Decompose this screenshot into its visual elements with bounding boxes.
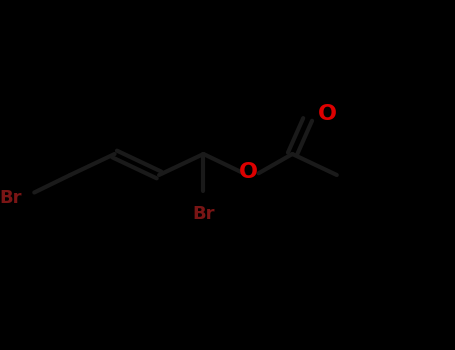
Text: O: O [238, 161, 258, 182]
Text: Br: Br [0, 189, 21, 207]
Text: O: O [318, 104, 337, 124]
Text: Br: Br [192, 205, 215, 223]
